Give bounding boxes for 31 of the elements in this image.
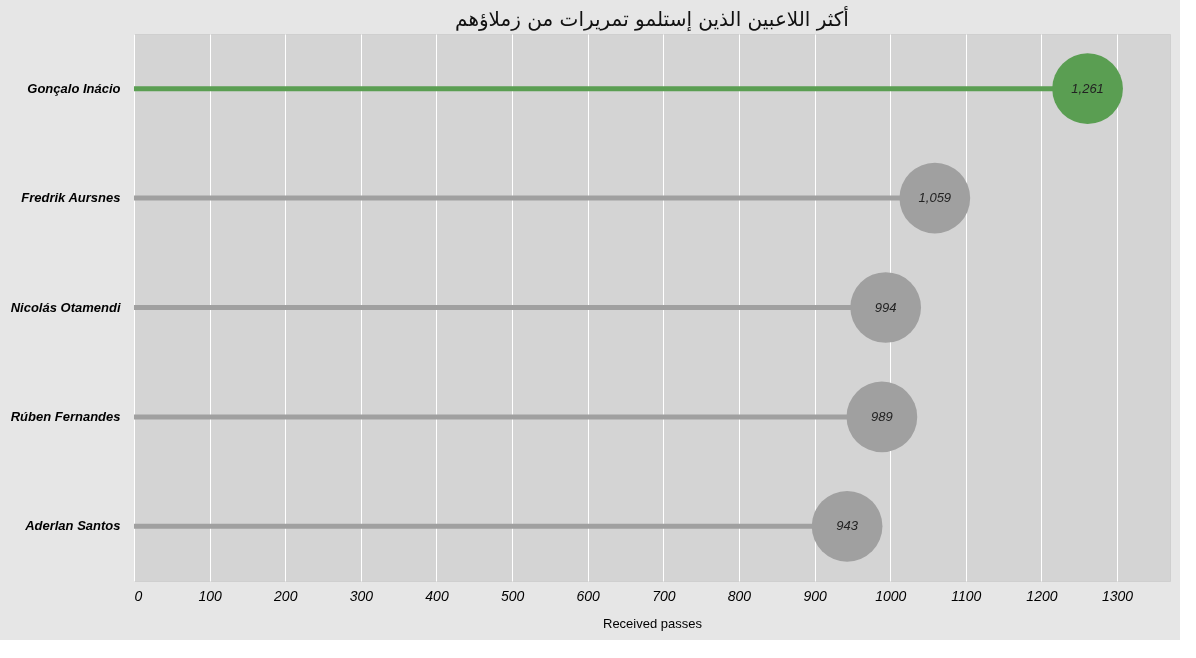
x-tick-label: 100 — [198, 587, 223, 604]
x-tick-label: 700 — [652, 587, 676, 604]
point — [850, 272, 922, 343]
x-tick-label: 200 — [273, 587, 298, 604]
chart-title: أكثر اللاعبين الذين إستلمو تمريرات من زملاؤهم — [455, 6, 849, 32]
x-tick-label: 0 — [134, 587, 143, 604]
point — [846, 381, 918, 453]
point — [1052, 53, 1123, 124]
x-tick-label: 1000 — [875, 587, 907, 604]
y-tick-label: Rúben Fernandes — [10, 408, 121, 424]
y-tick-label: Nicolás Otamendi — [10, 299, 121, 315]
x-tick-label: 1100 — [951, 587, 982, 604]
x-tick-label: 800 — [727, 587, 752, 604]
y-tick-label: Gonçalo Inácio — [27, 80, 121, 96]
y-tick-label: Fredrik Aursnes — [21, 190, 121, 206]
data-label: 943 — [836, 518, 859, 534]
x-tick-label: 400 — [425, 587, 449, 604]
x-tick-label: 600 — [576, 587, 601, 604]
data-label: 989 — [871, 408, 893, 424]
x-tick-label: 1300 — [1101, 587, 1134, 604]
x-tick-label: 500 — [500, 587, 525, 604]
x-axis-title: Received passes — [603, 615, 703, 631]
data-label: 994 — [874, 299, 897, 315]
point — [811, 491, 883, 562]
point — [899, 162, 971, 234]
data-label: 1,261 — [1071, 80, 1104, 96]
x-tick-label: 900 — [803, 587, 827, 604]
x-tick-label: 1200 — [1026, 587, 1058, 604]
data-label: 1,059 — [918, 190, 952, 206]
x-tick-label: 300 — [349, 587, 374, 604]
y-tick-label: Aderlan Santos — [24, 518, 121, 534]
